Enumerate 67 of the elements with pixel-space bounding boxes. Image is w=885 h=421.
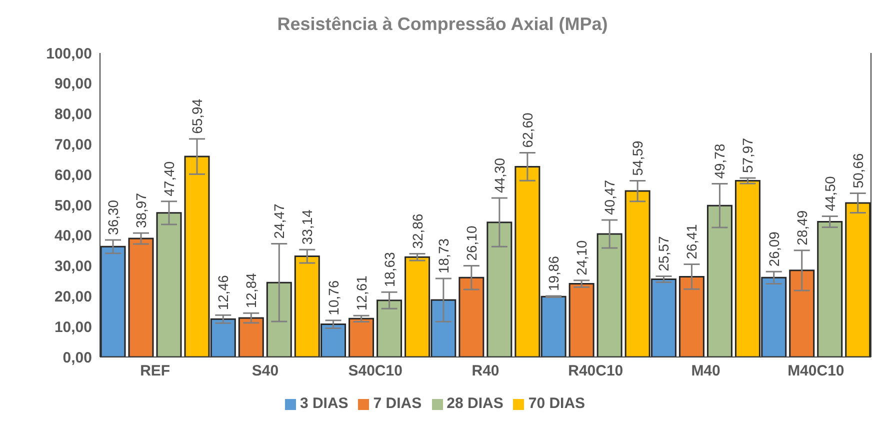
bar [458,276,484,357]
data-label: 44,50 [822,176,838,212]
legend-label: 3 DIAS [300,395,348,412]
data-label: 28,49 [794,210,810,246]
x-tick-label: M40 [691,362,720,380]
y-tick-label: 20,00 [54,288,92,306]
data-label: 18,63 [381,252,398,288]
data-label: 57,97 [740,138,756,174]
data-label: 10,76 [325,280,342,316]
y-tick-label: 50,00 [54,197,92,214]
data-label: 26,41 [684,224,700,260]
data-label: 62,60 [519,112,536,148]
data-label: 12,46 [215,274,232,310]
bar [156,212,182,357]
data-label: 32,86 [409,214,426,249]
legend-label: 7 DIAS [373,395,422,412]
y-tick-label: 30,00 [54,258,92,276]
data-label: 33,14 [299,209,316,245]
data-label: 12,84 [243,272,260,308]
legend-label: 70 DIAS [528,395,586,412]
bar [238,317,264,357]
y-tick-label: 40,00 [54,228,92,245]
data-label: 40,47 [602,180,618,215]
data-label: 26,09 [766,231,782,267]
bar [568,282,594,357]
data-label: 24,10 [574,240,590,276]
data-label: 44,30 [491,158,508,194]
x-tick-label: S40C10 [348,362,402,380]
bar [678,276,704,357]
bar [817,220,843,357]
y-tick-label: 80,00 [54,106,92,124]
data-label: 24,47 [271,203,288,239]
data-label: 38,97 [133,192,149,228]
data-label: 54,59 [630,140,646,176]
bar [486,222,512,357]
x-tick-label: R40C10 [568,362,624,380]
legend-label: 28 DIAS [446,395,504,412]
x-tick-label: S40 [252,362,279,380]
bar [348,318,374,357]
data-label: 49,78 [712,144,728,179]
bar [706,204,732,357]
y-tick-label: 90,00 [54,76,92,93]
data-label: 50,66 [850,153,866,188]
data-label: 47,40 [161,161,177,196]
y-tick-label: 70,00 [54,136,92,154]
x-tick-label: R40 [472,362,500,380]
data-label: 19,86 [546,256,562,292]
data-label: 25,57 [656,236,672,272]
data-label: 12,61 [353,275,370,311]
y-tick-label: 100,00 [46,45,92,62]
bar [266,282,292,357]
data-label: 26,10 [463,226,480,261]
x-tick-label: REF [140,362,170,380]
bar [789,270,815,357]
bar [376,300,402,357]
y-tick-label: 0,00 [62,349,92,366]
bar [596,233,622,357]
bar [845,202,871,357]
bar [100,246,126,357]
bar [128,238,154,357]
data-label: 36,30 [105,200,121,235]
data-label: 65,94 [189,98,205,134]
y-tick-label: 60,00 [54,166,92,184]
data-label: 18,73 [435,238,452,274]
x-tick-label: M40C10 [788,362,844,380]
chart-title: Resistência à Compressão Axial (MPa) [276,14,609,35]
y-tick-label: 10,00 [54,318,92,336]
